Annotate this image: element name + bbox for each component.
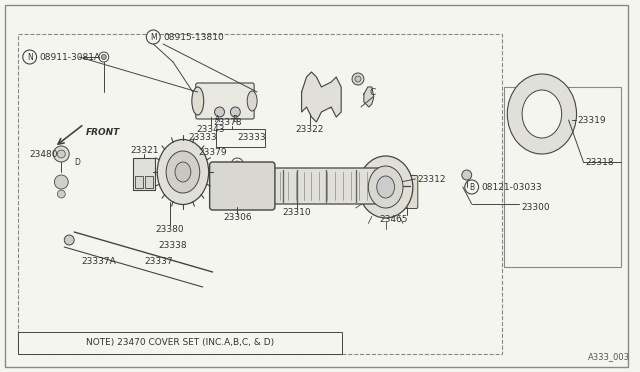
Text: 23312: 23312: [417, 174, 446, 183]
Text: M: M: [150, 32, 157, 42]
Text: 23379: 23379: [198, 148, 227, 157]
Circle shape: [58, 190, 65, 198]
Text: 23378: 23378: [213, 118, 242, 126]
Ellipse shape: [247, 91, 257, 111]
Text: 23319: 23319: [577, 115, 606, 125]
Text: NOTE) 23470 COVER SET (INC.A,B,C, & D): NOTE) 23470 COVER SET (INC.A,B,C, & D): [86, 339, 274, 347]
Circle shape: [230, 107, 240, 117]
Text: 23380: 23380: [156, 224, 184, 234]
FancyBboxPatch shape: [196, 83, 254, 119]
Bar: [237, 168, 244, 204]
Circle shape: [164, 150, 170, 155]
Text: 23333: 23333: [238, 132, 266, 141]
Text: FRONT: FRONT: [86, 128, 120, 137]
Bar: [504, 87, 621, 267]
Circle shape: [147, 30, 160, 44]
FancyBboxPatch shape: [210, 162, 275, 210]
Circle shape: [303, 86, 319, 102]
Text: 23321: 23321: [130, 145, 159, 154]
Circle shape: [164, 189, 170, 194]
Text: 23480: 23480: [29, 150, 58, 158]
Text: 23338: 23338: [159, 241, 188, 250]
Ellipse shape: [175, 162, 191, 182]
Text: 23306: 23306: [223, 212, 252, 221]
Polygon shape: [364, 87, 374, 107]
Ellipse shape: [522, 90, 562, 138]
Circle shape: [196, 150, 202, 155]
Text: 23318: 23318: [586, 157, 614, 167]
Circle shape: [64, 235, 74, 245]
Text: 23337: 23337: [144, 257, 173, 266]
Circle shape: [539, 147, 545, 153]
Ellipse shape: [166, 151, 200, 193]
Bar: [257, 168, 264, 204]
Text: 08915-13810: 08915-13810: [163, 32, 224, 42]
Circle shape: [196, 189, 202, 194]
Text: 23343: 23343: [196, 125, 225, 134]
Circle shape: [352, 73, 364, 85]
Circle shape: [465, 180, 479, 194]
Circle shape: [539, 75, 545, 81]
Circle shape: [327, 96, 335, 104]
Text: D: D: [74, 157, 80, 167]
Circle shape: [509, 111, 515, 117]
Bar: [18, 34, 502, 354]
Bar: [227, 168, 234, 204]
Bar: [230, 187, 243, 195]
Bar: [216, 129, 265, 147]
Text: 23465: 23465: [380, 215, 408, 224]
Ellipse shape: [358, 156, 413, 218]
Text: 23337A: 23337A: [81, 257, 116, 266]
Text: 08911-3081A: 08911-3081A: [40, 52, 100, 61]
Ellipse shape: [192, 87, 204, 115]
Text: A333_003: A333_003: [588, 353, 630, 362]
Text: 23300: 23300: [521, 202, 550, 212]
Circle shape: [214, 107, 225, 117]
Text: 08121-03033: 08121-03033: [481, 183, 542, 192]
Circle shape: [308, 90, 316, 98]
Circle shape: [58, 150, 65, 158]
Bar: [134, 158, 156, 190]
Circle shape: [568, 111, 575, 117]
Polygon shape: [301, 72, 341, 122]
Ellipse shape: [369, 166, 403, 208]
Text: B: B: [232, 115, 237, 124]
Bar: [136, 176, 143, 188]
Ellipse shape: [377, 176, 394, 198]
Text: N: N: [27, 52, 33, 61]
Text: 23310: 23310: [282, 208, 311, 217]
Circle shape: [53, 146, 69, 162]
FancyBboxPatch shape: [265, 168, 390, 204]
FancyBboxPatch shape: [397, 176, 418, 208]
Circle shape: [101, 55, 106, 60]
Bar: [18, 332, 342, 354]
Bar: [218, 168, 225, 204]
Circle shape: [234, 161, 240, 167]
Circle shape: [23, 50, 36, 64]
Bar: [145, 176, 153, 188]
Circle shape: [462, 170, 472, 180]
Circle shape: [355, 76, 361, 82]
Text: A: A: [215, 115, 220, 124]
Bar: [216, 187, 227, 195]
Bar: [247, 168, 254, 204]
Ellipse shape: [157, 140, 209, 205]
Circle shape: [323, 92, 339, 108]
Circle shape: [54, 175, 68, 189]
Text: 23333: 23333: [188, 132, 217, 141]
Text: 23322: 23322: [295, 125, 324, 134]
Text: B: B: [469, 183, 474, 192]
Ellipse shape: [508, 74, 577, 154]
Text: C: C: [370, 87, 376, 96]
Circle shape: [566, 116, 575, 124]
Ellipse shape: [394, 179, 403, 205]
